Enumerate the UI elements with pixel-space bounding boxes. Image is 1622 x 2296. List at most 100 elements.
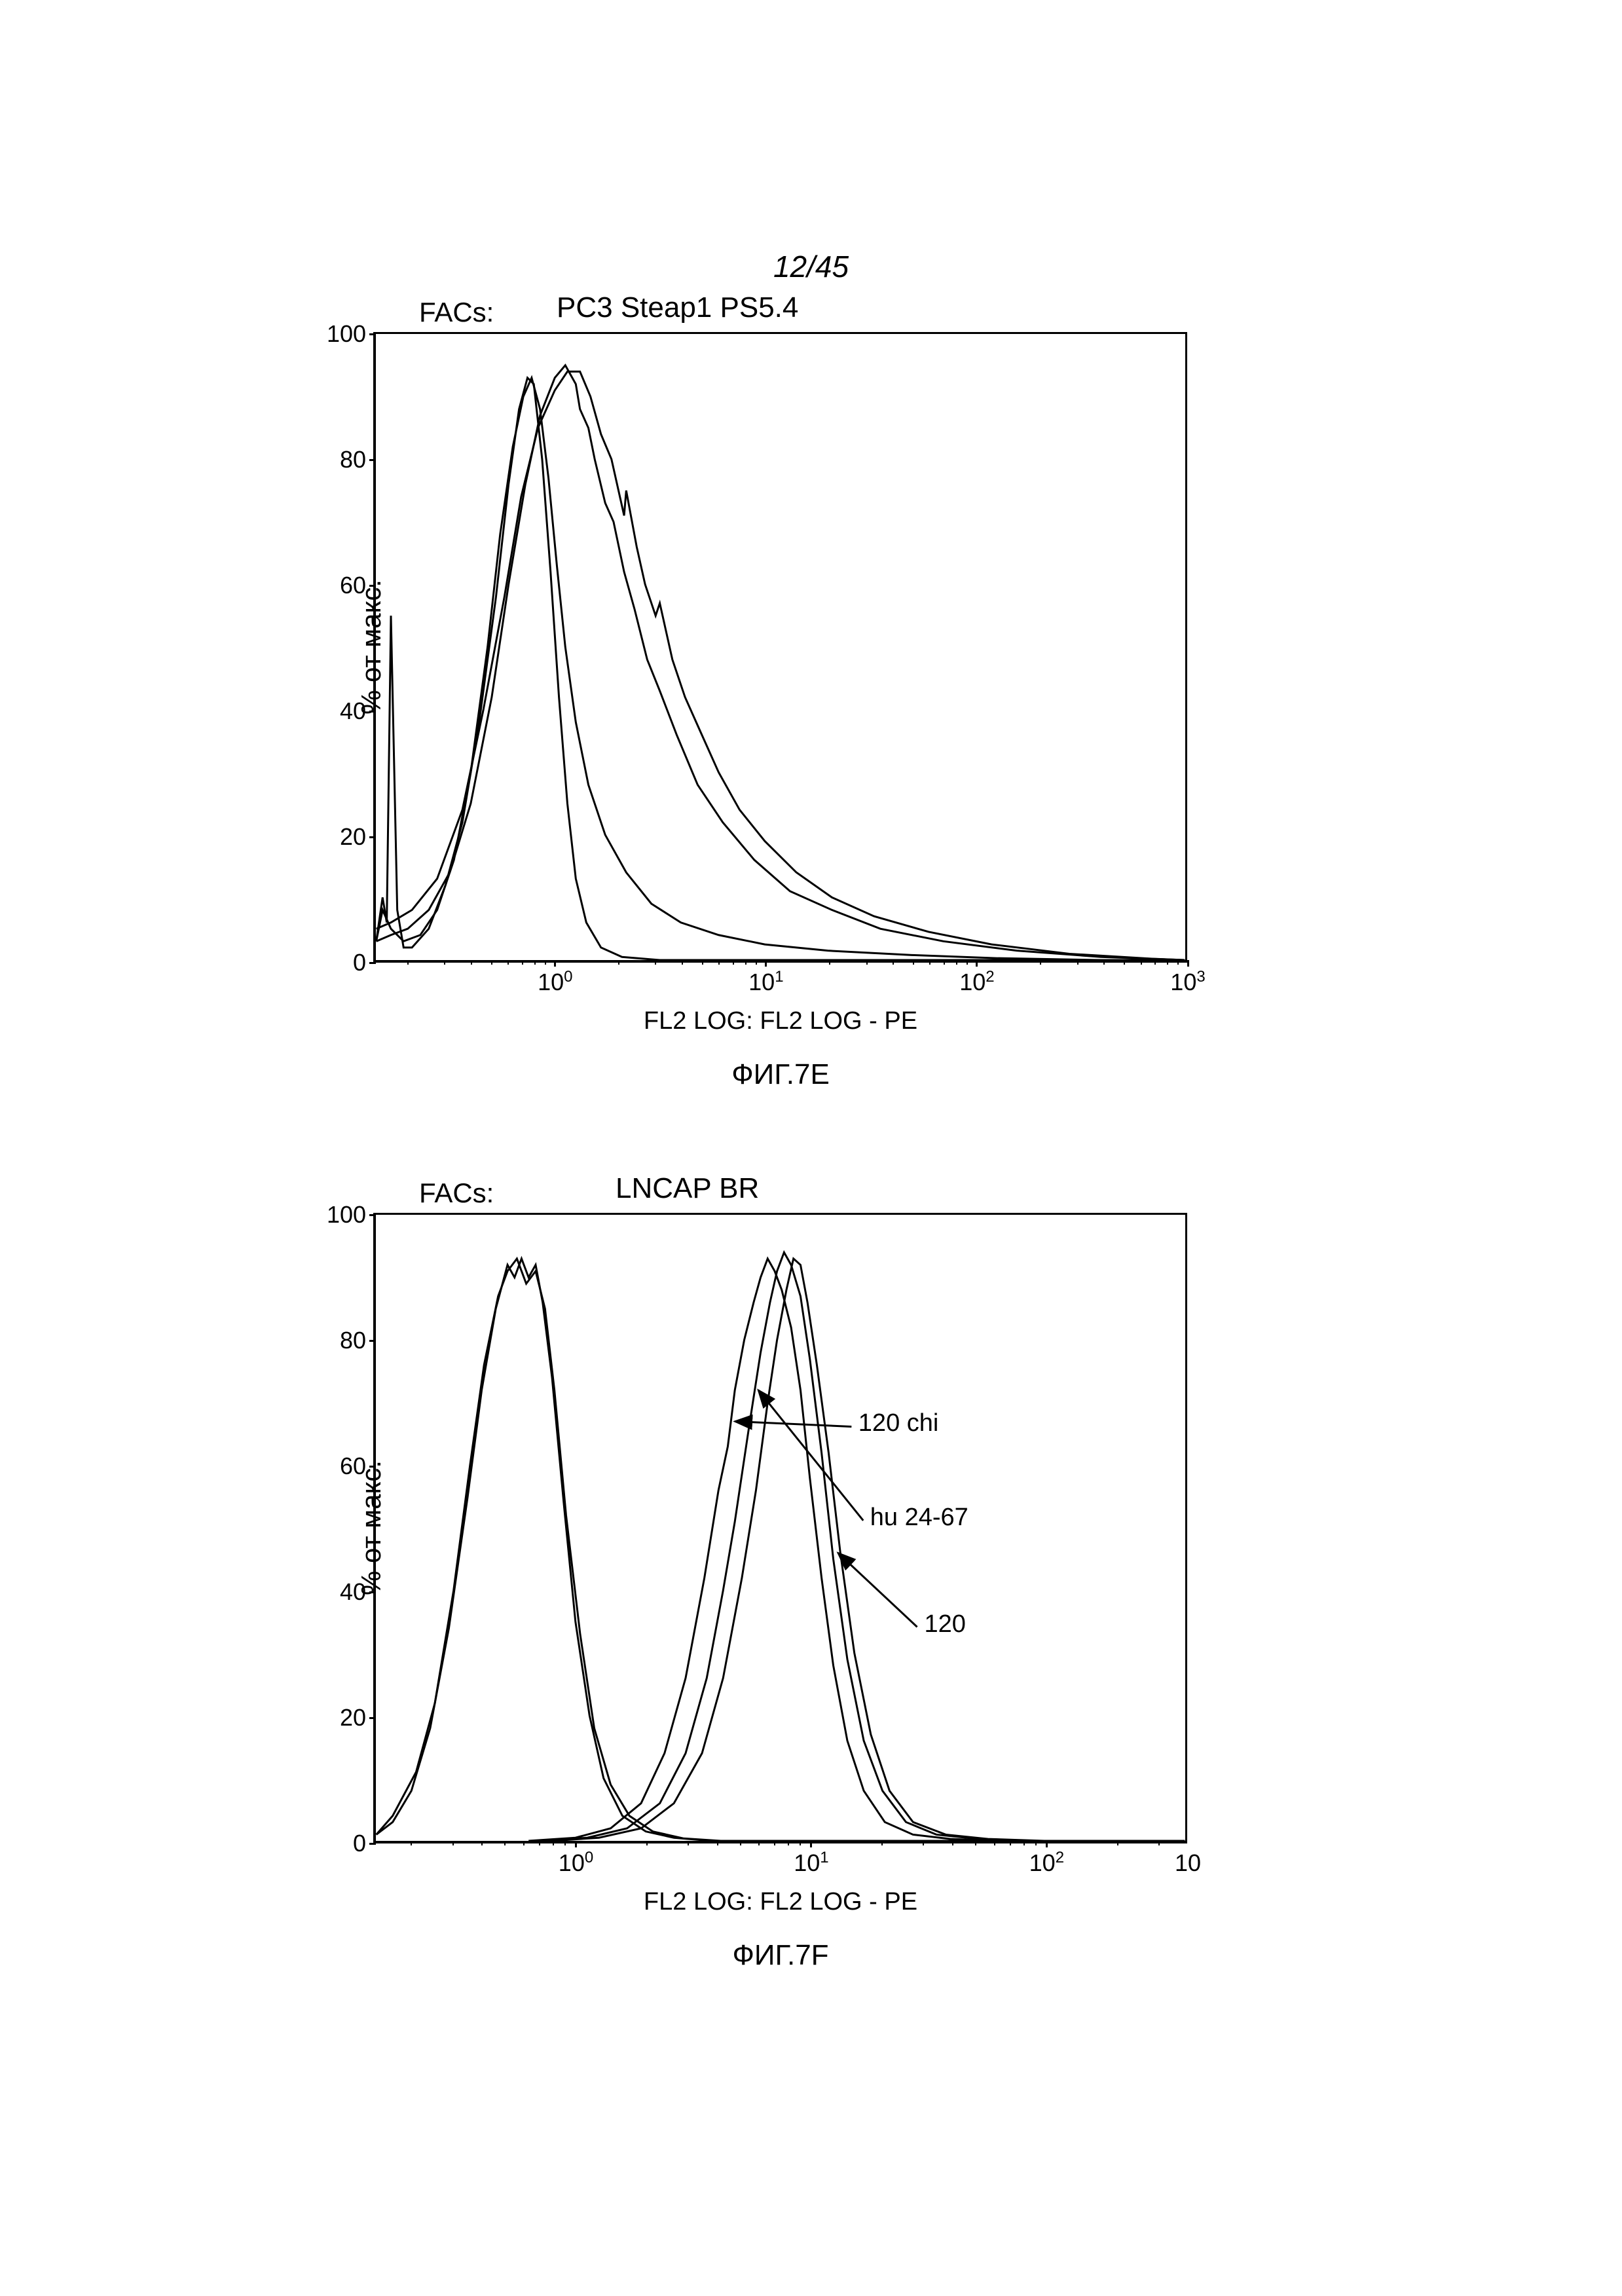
curve-c4 [377, 371, 1185, 960]
facs-label-bottom: FACs: [419, 1177, 494, 1209]
x-tick-minor [1023, 1841, 1025, 1845]
annotation-label: hu 24-67 [870, 1504, 968, 1532]
x-tick-minor [1103, 960, 1105, 965]
chart-top-header: FACs: PC3 Steap1 PS5.4 [373, 291, 1185, 331]
x-tick-minor [1167, 960, 1168, 965]
x-tick-minor [952, 1841, 953, 1845]
y-tick-label: 100 [327, 1201, 366, 1229]
x-tick-minor [733, 960, 734, 965]
x-tick-minor [534, 960, 536, 965]
annotation-label: 120 [924, 1610, 965, 1639]
facs-label-top: FACs: [419, 297, 494, 328]
y-tick-label: 80 [327, 446, 366, 473]
curves-svg-bottom [376, 1215, 1185, 1841]
x-tick-minor [1177, 960, 1179, 965]
annotation-arrow [758, 1390, 863, 1521]
x-tick-minor [646, 1841, 648, 1845]
x-tick-minor [975, 1841, 976, 1845]
curve-c1 [377, 378, 1185, 960]
page-number: 12/45 [773, 249, 849, 284]
x-tick-label: 102 [1029, 1849, 1064, 1877]
y-tick [369, 1591, 376, 1593]
x-tick-minor [564, 1841, 566, 1845]
x-tick-minor [411, 1841, 412, 1845]
x-tick-minor [788, 1841, 789, 1845]
x-tick-minor [717, 1841, 718, 1845]
x-tick-minor [655, 960, 656, 965]
x-tick-minor [881, 1841, 883, 1845]
y-tick [369, 585, 376, 587]
y-tick-label: 40 [327, 1578, 366, 1606]
y-tick [369, 962, 376, 964]
x-tick-minor [967, 960, 968, 965]
x-tick-minor [1077, 960, 1078, 965]
x-tick-minor [1117, 1841, 1118, 1845]
chart-title-top: PC3 Steap1 PS5.4 [557, 291, 798, 324]
x-tick-minor [618, 960, 619, 965]
x-tick-minor [444, 960, 445, 965]
y-tick [369, 1717, 376, 1719]
x-tick [575, 1841, 577, 1847]
x-tick-minor [913, 960, 914, 965]
y-tick-label: 80 [327, 1327, 366, 1354]
x-tick-minor [829, 960, 830, 965]
curve-left2 [377, 1259, 1185, 1841]
x-axis-label-top: FL2 LOG: FL2 LOG - PE [644, 1007, 917, 1035]
curve-c3 [377, 365, 1185, 960]
x-tick-minor [407, 960, 409, 965]
x-tick-minor [1141, 960, 1142, 965]
x-tick-minor [994, 1841, 995, 1845]
x-tick-minor [491, 960, 492, 965]
figure-label-top: ФИГ.7E [731, 1058, 830, 1091]
y-tick [369, 1214, 376, 1216]
x-tick-label: 100 [538, 968, 572, 996]
curve-c2 [377, 378, 1185, 960]
chart-bottom: FACs: LNCAP BR % от макс. FL2 LOG: FL2 L… [373, 1172, 1185, 1843]
x-tick [554, 960, 556, 967]
x-tick-minor [1010, 1841, 1011, 1845]
y-tick [369, 836, 376, 838]
chart-bottom-header: FACs: LNCAP BR [373, 1172, 1185, 1212]
x-tick-minor [929, 960, 931, 965]
x-tick-minor [688, 1841, 689, 1845]
x-tick-minor [1154, 960, 1156, 965]
x-tick-minor [553, 1841, 554, 1845]
y-tick [369, 1466, 376, 1468]
x-tick-minor [866, 960, 868, 965]
y-tick [369, 1843, 376, 1845]
x-tick [976, 960, 978, 967]
y-tick-label: 20 [327, 823, 366, 851]
y-tick-label: 40 [327, 697, 366, 725]
x-tick-minor [523, 1841, 525, 1845]
curves-svg-top [376, 334, 1185, 960]
x-tick-minor [956, 960, 957, 965]
y-tick-label: 0 [327, 1830, 366, 1857]
x-tick-minor [893, 960, 894, 965]
x-tick-minor [1158, 1841, 1160, 1845]
x-tick [1187, 960, 1189, 967]
x-tick [1046, 1841, 1048, 1847]
x-axis-label-bottom: FL2 LOG: FL2 LOG - PE [644, 1888, 917, 1916]
x-tick-minor [756, 960, 757, 965]
x-tick-minor [452, 1841, 454, 1845]
x-tick-label: 103 [1170, 968, 1205, 996]
y-tick-label: 0 [327, 949, 366, 976]
x-tick [810, 1841, 812, 1847]
x-tick-minor [545, 960, 546, 965]
x-tick-minor [944, 960, 945, 965]
curve-right_120chi [528, 1259, 1185, 1841]
figure-label-bottom: ФИГ.7F [732, 1939, 828, 1972]
x-tick-minor [471, 960, 472, 965]
x-tick-minor [481, 1841, 483, 1845]
x-tick-label: 102 [959, 968, 994, 996]
x-tick-minor [800, 1841, 801, 1845]
x-tick-minor [740, 1841, 741, 1845]
x-tick-minor [745, 960, 746, 965]
plot-area-top: % от макс. FL2 LOG: FL2 LOG - PE ФИГ.7E … [373, 334, 1185, 963]
x-tick-label: 101 [794, 1849, 828, 1877]
y-tick-label: 100 [327, 320, 366, 348]
annotation-label: 120 chi [858, 1409, 939, 1437]
y-tick-label: 60 [327, 572, 366, 599]
x-tick-minor [923, 1841, 924, 1845]
curve-left1 [377, 1259, 1185, 1841]
